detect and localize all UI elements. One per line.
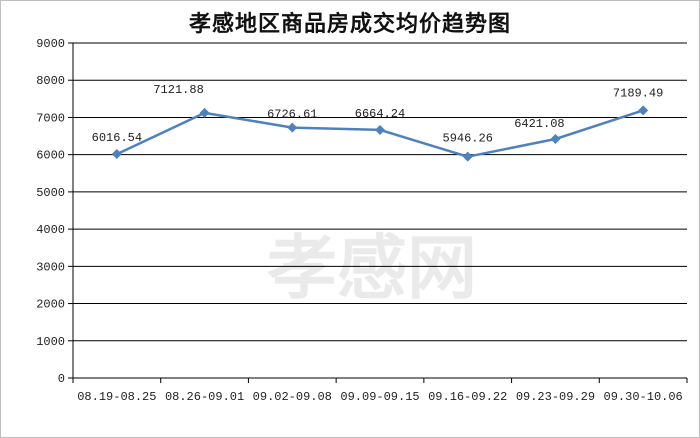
data-label: 6016.54: [92, 131, 142, 145]
data-label: 6726.61: [267, 108, 317, 122]
x-tick-label: 09.16-09.22: [428, 390, 507, 404]
data-point: [638, 105, 649, 116]
series-points: [111, 105, 649, 162]
data-label: 6421.08: [514, 117, 564, 131]
data-label: 6664.24: [355, 107, 405, 121]
y-tick-label: 3000: [36, 260, 65, 274]
x-tick-label: 09.02-09.08: [253, 390, 332, 404]
x-tick-label: 09.23-09.29: [516, 390, 595, 404]
y-tick-label: 6000: [36, 149, 65, 163]
y-tick-labels: 0 1000 2000 3000 4000 5000 6000 7000 8000 9000: [36, 37, 65, 386]
data-point: [462, 151, 473, 162]
gridlines: [73, 42, 687, 342]
y-tick-label: 9000: [36, 37, 65, 51]
y-tick-label: 2000: [36, 298, 65, 312]
watermark-text: 孝感网: [267, 227, 477, 309]
data-point: [111, 149, 122, 160]
data-point: [199, 107, 210, 118]
data-point: [287, 122, 298, 133]
data-label: 7121.88: [153, 83, 203, 97]
chart-title: 孝感地区商品房成交均价趋势图: [188, 11, 511, 37]
y-tick-label: 1000: [36, 335, 65, 349]
y-tick-label: 5000: [36, 186, 65, 200]
x-tick-label: 08.19-08.25: [77, 390, 156, 404]
watermark: 孝感网: [267, 227, 477, 309]
x-tick-label: 09.09-09.15: [340, 390, 419, 404]
data-point: [375, 124, 385, 135]
axes: [68, 42, 688, 383]
x-tick-label: 09.30-10.06: [604, 390, 683, 404]
y-tick-label: 7000: [36, 111, 65, 125]
y-tick-label: 4000: [36, 223, 65, 237]
y-tick-label: 0: [58, 372, 65, 386]
data-point: [550, 133, 561, 144]
y-tick-label: 8000: [36, 74, 65, 88]
x-tick-label: 08.26-09.01: [165, 390, 244, 404]
data-label: 5946.26: [443, 132, 493, 146]
x-tick-labels: 08.19-08.25 08.26-09.01 09.02-09.08 09.09-0…: [77, 390, 683, 404]
data-labels: 6016.54 7121.88 6726.61 6664.24 5946.26 6421.…: [92, 83, 664, 146]
data-label: 7189.49: [613, 86, 663, 100]
